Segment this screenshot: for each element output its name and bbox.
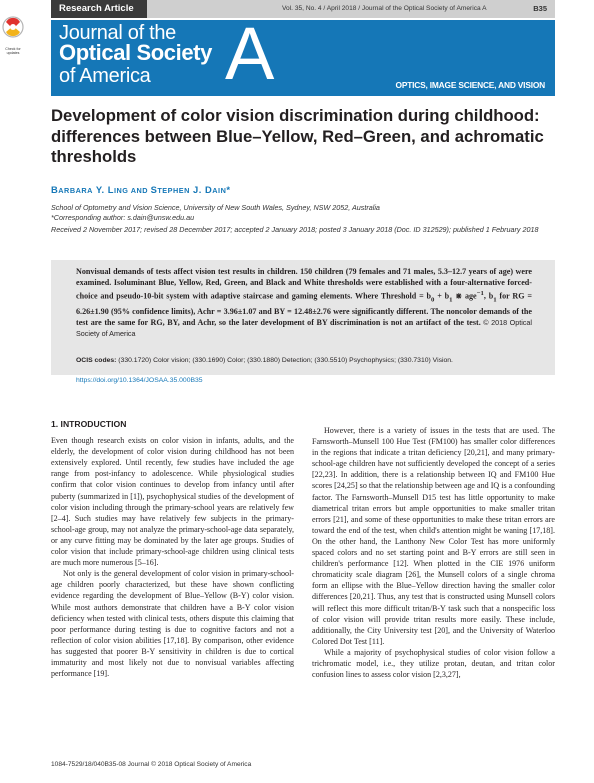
corresponding-author[interactable]: *Corresponding author: s.dain@unsw.edu.a… [51,212,195,222]
author-1: BARBARA Y. LING [51,184,129,195]
article-type-label: Research Article [51,0,147,18]
page-number: B35 [533,4,547,13]
check-for-updates-badge[interactable]: Check for updates [2,16,24,55]
journal-banner: Journal of the Optical Society of Americ… [51,12,555,96]
ocis-list: (330.1720) Color vision; (330.1690) Colo… [116,357,453,364]
journal-name-line1: Journal of the [59,22,176,44]
section-heading: 1. INTRODUCTION [51,419,127,429]
journal-letter: A [225,12,275,95]
crossmark-icon [2,16,24,38]
article-title: Development of color vision discriminati… [51,106,544,166]
running-head-text: Vol. 35, No. 4 / April 2018 / Journal of… [282,5,487,12]
author-list: BARBARA Y. LING AND STEPHEN J. DAIN* [51,184,231,195]
ocis-codes: OCIS codes: (330.1720) Color vision; (33… [76,357,536,364]
abstract-text: Nonvisual demands of tests affect vision… [76,267,532,338]
paragraph: However, there is a variety of issues in… [312,426,555,646]
page-footer: 1084-7529/18/040B35-08 Journal © 2018 Op… [51,761,252,768]
body-column-left: 1. INTRODUCTION Even though research exi… [51,419,294,679]
journal-name-line2: Optical Society [59,40,212,65]
journal-subtitle: OPTICS, IMAGE SCIENCE, AND VISION [395,80,546,90]
check-for-updates-label: Check for updates [5,47,21,55]
affiliation-block: School of Optometry and Vision Science, … [51,203,551,222]
ocis-label: OCIS codes: [76,357,117,364]
publication-history: Received 2 November 2017; revised 28 Dec… [51,225,539,234]
journal-name-line3: of America [59,65,151,87]
abstract-copyright: © 2018 Optical Society of America [76,317,532,338]
body-column-right: However, there is a variety of issues in… [312,425,555,680]
running-header: Research Article Vol. 35, No. 4 / April … [51,0,555,18]
running-head: Vol. 35, No. 4 / April 2018 / Journal of… [147,0,555,18]
doi-link[interactable]: https://doi.org/10.1364/JOSAA.35.000B35 [76,377,203,384]
author-2: STEPHEN J. DAIN [150,184,227,195]
abstract-box: Nonvisual demands of tests affect vision… [51,260,555,375]
paragraph: Not only is the general development of c… [51,569,294,679]
paragraph: Even though research exists on color vis… [51,436,294,568]
affiliation: School of Optometry and Vision Science, … [51,203,380,212]
corresponding-mark: * [226,184,231,195]
author-conjunction: AND [128,186,151,195]
paragraph: While a majority of psychophysical studi… [312,647,555,680]
